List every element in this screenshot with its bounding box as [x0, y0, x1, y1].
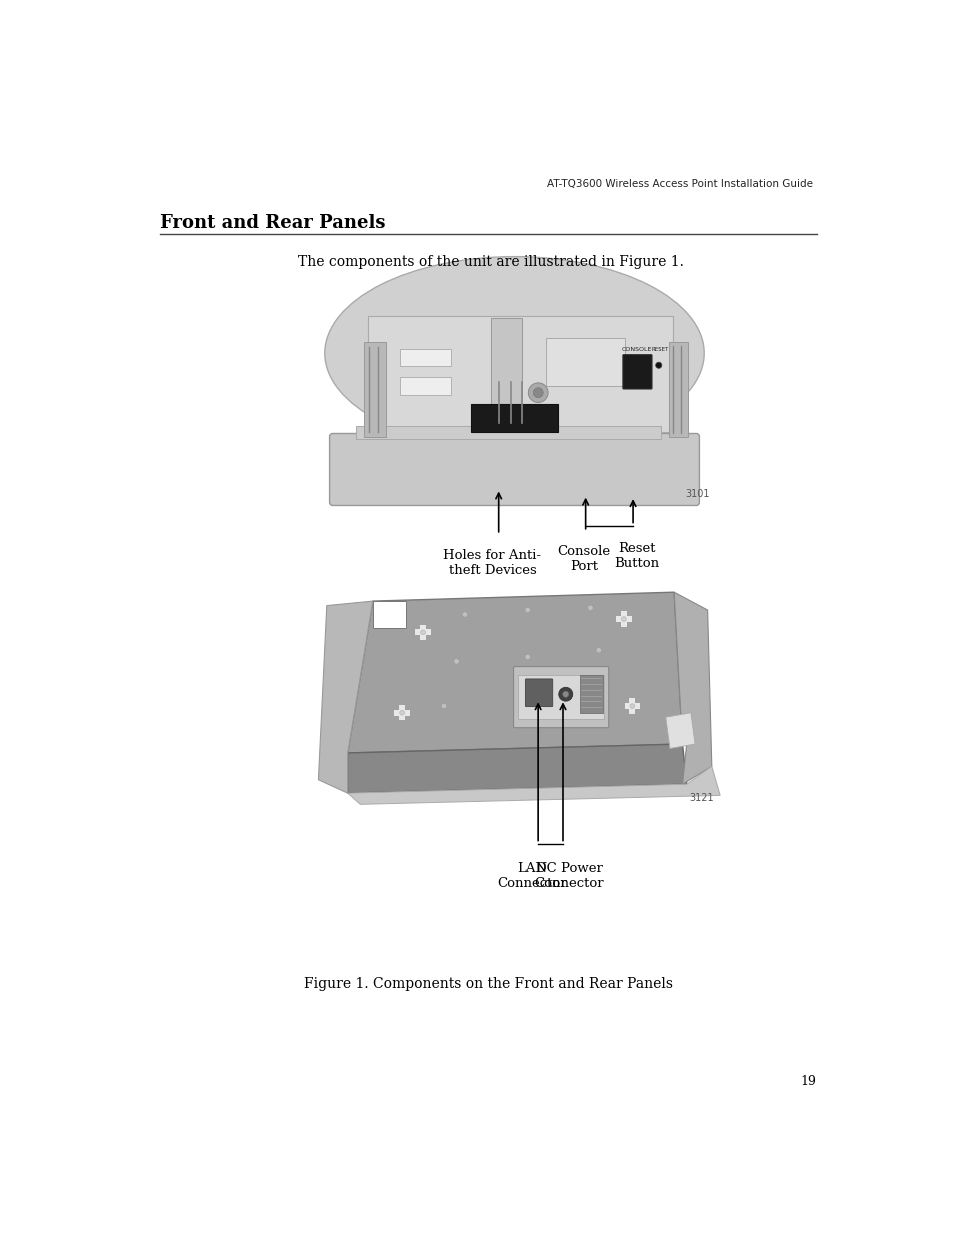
Circle shape [399, 710, 404, 715]
Polygon shape [347, 743, 686, 793]
Bar [471, 404, 558, 432]
Bar [415, 630, 431, 636]
Bar [579, 676, 602, 713]
Circle shape [562, 692, 568, 698]
Circle shape [621, 616, 625, 621]
Circle shape [558, 688, 572, 701]
Bar [616, 616, 631, 622]
FancyBboxPatch shape [513, 667, 608, 727]
Bar [394, 710, 410, 716]
Circle shape [578, 692, 584, 698]
Bar [398, 705, 405, 720]
Text: RESET: RESET [651, 347, 668, 352]
Circle shape [587, 605, 593, 610]
Ellipse shape [324, 257, 703, 450]
FancyBboxPatch shape [525, 679, 552, 706]
Bar [419, 625, 426, 640]
Text: Front and Rear Panels: Front and Rear Panels [159, 214, 385, 232]
Circle shape [454, 658, 458, 664]
Bar [517, 674, 603, 720]
Circle shape [524, 608, 530, 613]
Circle shape [655, 362, 661, 368]
Polygon shape [665, 713, 695, 748]
Bar [368, 316, 672, 432]
Polygon shape [318, 601, 373, 793]
Text: Console
Port: Console Port [557, 545, 610, 573]
Polygon shape [373, 601, 406, 627]
Text: 3101: 3101 [684, 489, 709, 499]
Circle shape [420, 630, 425, 635]
Bar [399, 348, 451, 367]
Text: Reset
Button: Reset Button [614, 542, 659, 571]
Bar [364, 342, 386, 436]
Circle shape [596, 647, 601, 653]
Circle shape [461, 611, 467, 618]
Bar [545, 338, 624, 387]
Text: Holes for Anti-
theft Devices: Holes for Anti- theft Devices [443, 548, 541, 577]
Text: AT-TQ3600 Wireless Access Point Installation Guide: AT-TQ3600 Wireless Access Point Installa… [546, 179, 812, 189]
Circle shape [629, 704, 634, 709]
Text: The components of the unit are illustrated in Figure 1.: The components of the unit are illustrat… [298, 256, 683, 269]
Circle shape [528, 383, 548, 403]
FancyBboxPatch shape [622, 354, 652, 389]
Circle shape [524, 655, 530, 659]
Text: 3121: 3121 [688, 793, 713, 803]
Text: DC Power
Connector: DC Power Connector [534, 862, 603, 890]
Text: 19: 19 [800, 1074, 816, 1088]
Bar [620, 611, 626, 626]
Text: CONSOLE: CONSOLE [621, 347, 652, 352]
FancyBboxPatch shape [329, 433, 699, 505]
Text: Figure 1. Components on the Front and Rear Panels: Figure 1. Components on the Front and Re… [304, 977, 673, 990]
Bar [356, 426, 660, 438]
Text: LAN
Connector: LAN Connector [497, 862, 566, 890]
Bar [624, 703, 639, 709]
Bar [490, 319, 522, 415]
Polygon shape [347, 592, 681, 753]
Bar [399, 378, 451, 395]
Polygon shape [347, 767, 720, 804]
Bar [629, 698, 635, 714]
Polygon shape [674, 592, 711, 784]
Circle shape [512, 697, 517, 701]
Bar [668, 342, 688, 436]
Circle shape [441, 704, 446, 709]
Circle shape [533, 388, 542, 398]
